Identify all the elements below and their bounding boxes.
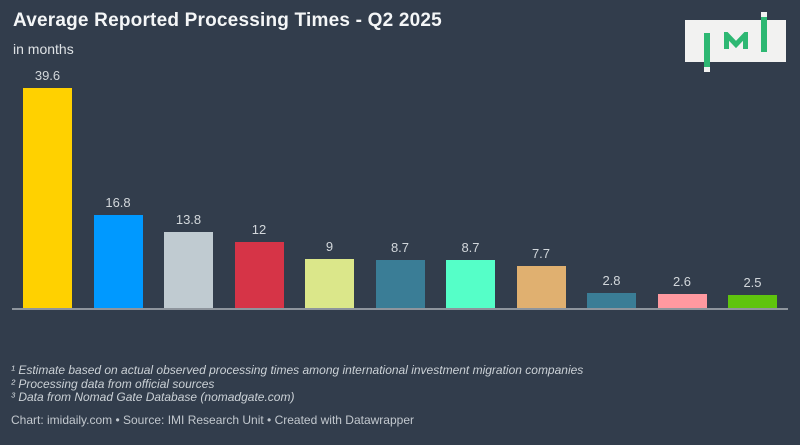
bar	[234, 242, 284, 309]
bar-value-label: 8.7	[390, 240, 410, 255]
bar-value-label: 16.8	[105, 195, 131, 210]
imi-logo-m-glyph	[724, 32, 748, 49]
imi-logo-right-i-tip	[761, 12, 767, 17]
bar-group: 8.7	[446, 240, 495, 309]
bar	[23, 88, 72, 309]
bar-value-label: 39.6	[34, 68, 61, 83]
bar	[375, 260, 425, 309]
chart-footnotes: ¹ Estimate based on actual observed proc…	[11, 363, 584, 405]
bar-value-label: 2.8	[602, 273, 621, 288]
bar-group: 2.5	[728, 275, 777, 309]
bar	[446, 260, 495, 309]
chart-attribution: Chart: imidaily.com • Source: IMI Resear…	[11, 413, 414, 427]
bar-group: 2.6	[657, 274, 707, 309]
bar	[93, 215, 143, 309]
bar-chart-plot-area: 39.6 16.8 13.8 12 9 8.7 8.7 7.7 2.8 2.6 2.5	[23, 68, 778, 309]
footnote-3: ³ Data from Nomad Gate Database (nomadga…	[11, 390, 295, 404]
bar-value-label: 7.7	[531, 246, 551, 261]
bar-group: 13.8	[164, 212, 213, 309]
bar-value-label: 2.5	[743, 275, 762, 290]
imi-logo	[685, 12, 786, 72]
bar-group: 8.7	[375, 240, 425, 309]
bar-value-label: 8.7	[461, 240, 480, 255]
imi-logo-left-i-tip	[704, 67, 710, 72]
bar-group: 16.8	[93, 195, 143, 309]
imi-logo-left-i	[704, 33, 710, 67]
imi-logo-right-i	[761, 17, 767, 52]
bar	[516, 266, 566, 309]
bar-group: 2.8	[587, 273, 636, 309]
x-axis-baseline	[12, 308, 788, 310]
bar-group: 12	[234, 222, 284, 309]
bar-group: 39.6	[23, 68, 72, 309]
bar-value-label: 13.8	[175, 212, 202, 227]
bar-value-label: 9	[325, 239, 334, 254]
chart-subtitle: in months	[13, 41, 74, 57]
bar	[305, 259, 354, 309]
bar-group: 7.7	[516, 246, 566, 309]
bar	[164, 232, 213, 309]
bar	[728, 295, 777, 309]
bar	[587, 293, 636, 309]
bar-value-label: 2.6	[672, 274, 692, 289]
bar-group: 9	[305, 239, 354, 309]
footnote-1: ¹ Estimate based on actual observed proc…	[11, 363, 584, 377]
chart-title: Average Reported Processing Times - Q2 2…	[13, 10, 442, 31]
bar-value-label: 12	[251, 222, 267, 237]
footnote-2: ² Processing data from official sources	[11, 376, 215, 391]
bar	[657, 294, 707, 309]
